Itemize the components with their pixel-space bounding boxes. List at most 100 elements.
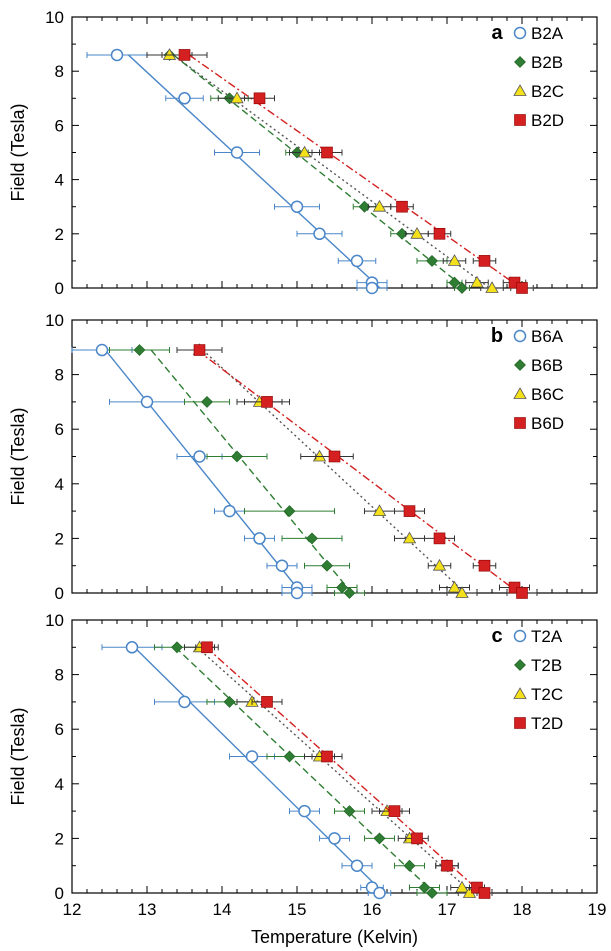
- data-point: [306, 532, 318, 545]
- x-tick-label: 19: [588, 900, 607, 919]
- legend-marker: [514, 417, 526, 429]
- data-point: [230, 146, 244, 159]
- data-point: [456, 282, 468, 294]
- x-tick-label: 12: [63, 900, 82, 919]
- series-b6c: [176, 343, 478, 598]
- data-point: [402, 531, 417, 544]
- legend: T2A T2B T2C T2D: [513, 627, 563, 733]
- data-point: [140, 395, 154, 409]
- x-tick-label: 14: [213, 900, 232, 919]
- series-fit-line: [150, 349, 353, 594]
- data-point: [178, 49, 191, 61]
- y-tick-label: 8: [55, 666, 64, 685]
- data-point: [253, 92, 266, 105]
- data-point: [426, 254, 438, 267]
- data-point: [336, 581, 348, 594]
- data-point: [275, 559, 289, 572]
- data-point: [193, 344, 206, 356]
- y-tick-label: 4: [55, 171, 64, 190]
- legend-marker: [513, 687, 527, 699]
- data-point: [373, 886, 386, 900]
- legend-label: T2A: [531, 627, 563, 646]
- legend: B6A B6B B6C B6D: [513, 327, 564, 433]
- series-fit-line: [133, 646, 385, 894]
- data-point: [245, 750, 259, 763]
- series-b2b: [146, 49, 470, 294]
- y-axis-title: Field (Tesla): [8, 407, 28, 505]
- data-point: [396, 200, 408, 213]
- data-point: [372, 504, 387, 516]
- data-point: [343, 805, 356, 818]
- data-point: [418, 881, 431, 894]
- series-fit-line: [196, 646, 473, 894]
- series-t2a: [101, 641, 392, 900]
- data-point: [321, 750, 333, 763]
- data-point: [441, 859, 453, 872]
- y-tick-label: 2: [55, 829, 64, 848]
- y-tick-label: 10: [45, 8, 64, 27]
- data-point: [455, 586, 469, 598]
- data-point: [201, 395, 213, 408]
- legend-marker: [514, 359, 526, 371]
- y-tick-label: 6: [55, 420, 64, 439]
- x-tick-label: 15: [288, 900, 307, 919]
- series-t2b: [154, 641, 448, 899]
- y-tick-label: 4: [55, 475, 64, 494]
- data-point: [426, 887, 438, 899]
- data-point: [178, 695, 191, 709]
- data-point: [403, 859, 416, 872]
- series-b2d: [161, 49, 534, 294]
- legend-marker: [513, 84, 527, 96]
- data-point: [388, 805, 401, 817]
- data-point: [365, 281, 379, 295]
- panel-letter: c: [491, 625, 502, 647]
- data-point: [447, 580, 462, 593]
- y-tick-label: 8: [55, 366, 64, 385]
- legend-marker: [514, 56, 526, 68]
- series-b2a: [86, 48, 388, 295]
- y-tick-label: 2: [55, 529, 64, 548]
- legend-label: T2B: [531, 656, 562, 675]
- data-point: [230, 91, 244, 104]
- series-fit-line: [205, 646, 483, 894]
- data-point: [178, 92, 191, 105]
- panel-a: 0 2 4 6 8 10 Field (Tesla) a B2A B2B B2C B2D: [8, 8, 598, 298]
- y-tick-label: 8: [55, 62, 64, 81]
- y-tick-label: 0: [55, 884, 64, 903]
- y-tick-label: 0: [55, 584, 64, 603]
- data-point: [328, 832, 341, 845]
- data-point: [373, 832, 386, 845]
- legend-label: B6B: [531, 356, 563, 375]
- legend-marker: [514, 659, 526, 671]
- series-b6d: [176, 344, 538, 599]
- panel-letter: a: [491, 22, 503, 44]
- y-tick-label: 6: [55, 116, 64, 135]
- data-point: [223, 695, 236, 708]
- legend-marker: [513, 26, 527, 40]
- data-point: [433, 228, 446, 240]
- data-point: [298, 804, 311, 818]
- data-point: [162, 48, 177, 60]
- y-tick-label: 10: [45, 611, 64, 630]
- data-point: [328, 450, 341, 463]
- series-fit-line: [202, 349, 466, 594]
- y-tick-label: 10: [45, 311, 64, 330]
- data-point: [410, 226, 424, 239]
- series-b6b: [109, 344, 365, 599]
- x-tick-label: 17: [438, 900, 457, 919]
- data-point: [448, 276, 461, 289]
- legend-label: B6A: [531, 327, 564, 346]
- data-point: [125, 641, 139, 654]
- legend-label: B2B: [531, 53, 563, 72]
- data-point: [201, 641, 213, 654]
- series-fit-line: [196, 349, 520, 594]
- data-point: [447, 254, 462, 266]
- data-point: [253, 532, 266, 545]
- data-point: [110, 48, 124, 62]
- y-tick-label: 0: [55, 279, 64, 298]
- panel-c: 0 2 4 6 8 10 12 13 14 15 16 17 18 19 Temperature (Kelv…: [8, 611, 606, 947]
- legend-label: B6D: [531, 414, 564, 433]
- legend-marker: [514, 717, 526, 729]
- series-fit-line: [173, 54, 466, 289]
- data-point: [133, 344, 146, 356]
